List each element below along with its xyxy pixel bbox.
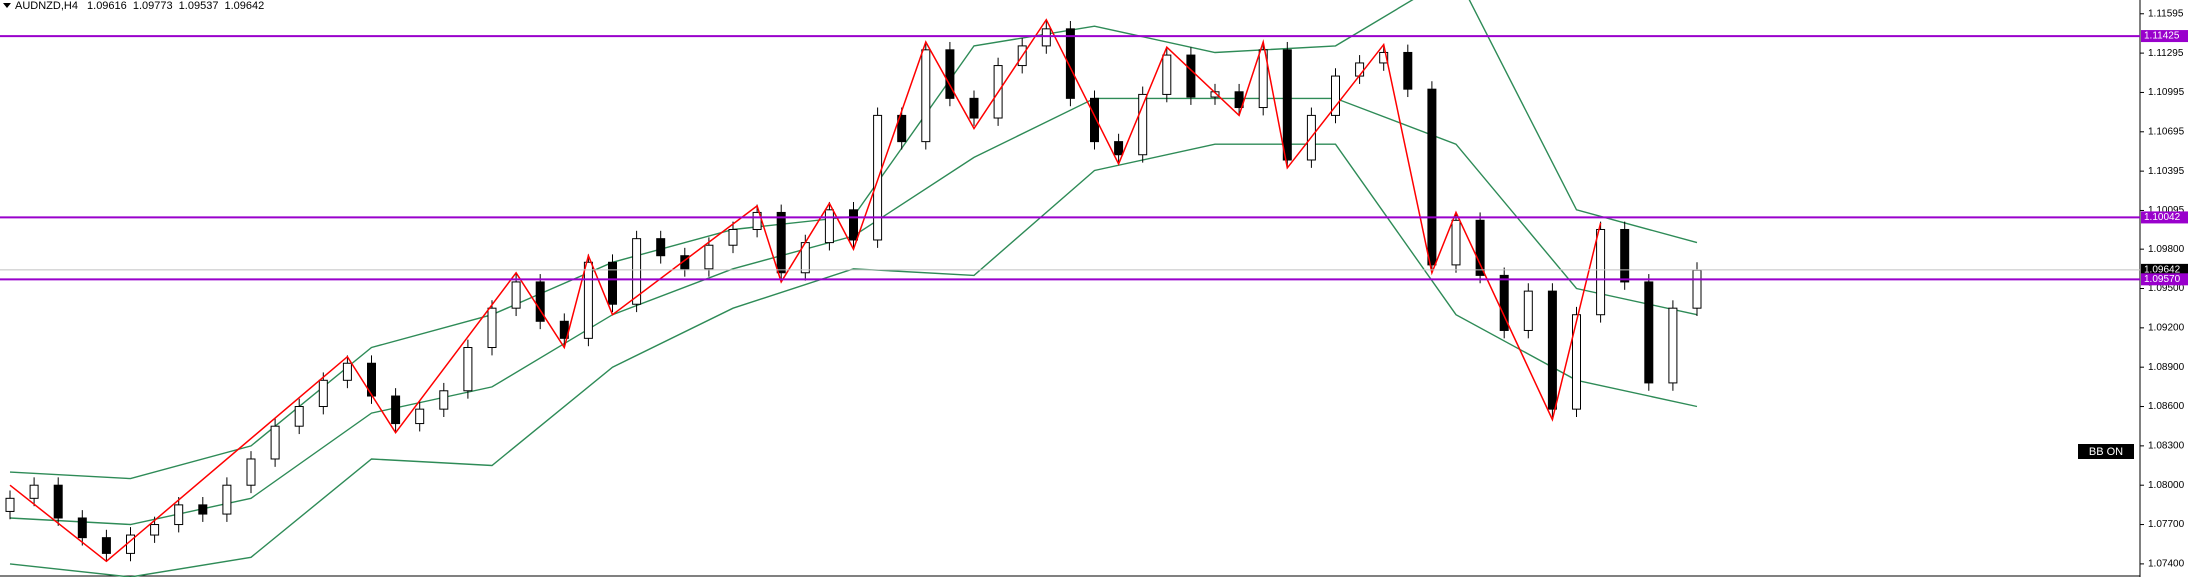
bollinger-lower	[9, 143, 1698, 577]
level-label-box	[2141, 273, 2188, 286]
candle-body	[1282, 49, 1292, 161]
candle-body	[1523, 290, 1533, 331]
y-tick-label: 1.10995	[2148, 87, 2185, 98]
header: AUDNZD,H4 1.09616 1.09773 1.09537 1.0964…	[15, 0, 264, 12]
y-tick-label: 1.08600	[2148, 401, 2185, 412]
candle-body	[873, 114, 883, 241]
y-tick-label: 1.11295	[2148, 48, 2184, 59]
candle-body	[728, 228, 738, 246]
y-tick-label: 1.09800	[2148, 244, 2185, 255]
candle-body	[824, 209, 834, 244]
y-tick-label: 1.10695	[2148, 126, 2185, 137]
candle-body	[29, 484, 39, 499]
candle-body	[704, 244, 714, 270]
indicator-box	[2078, 444, 2134, 459]
candle-body	[776, 211, 786, 274]
candle-body	[391, 395, 401, 425]
candle-body	[342, 362, 352, 381]
candle-body	[1644, 281, 1654, 384]
candle-body	[849, 209, 858, 241]
candle-body	[1186, 54, 1196, 98]
candle-body	[1475, 219, 1485, 276]
candle-body	[439, 390, 449, 410]
level-label: 1.11425	[2144, 31, 2180, 42]
candle-body	[1499, 274, 1509, 331]
price-label: 1.09642	[2144, 265, 2181, 276]
candle-body	[945, 49, 955, 99]
candle-body	[656, 238, 666, 257]
candle-body	[174, 504, 184, 526]
level-label: 1.09570	[2144, 274, 2181, 285]
candle-body	[1403, 51, 1413, 90]
y-tick-label: 1.07400	[2148, 559, 2185, 570]
candle-body	[632, 238, 642, 305]
candle-body	[969, 97, 979, 119]
candle-body	[1162, 54, 1172, 95]
candle-body	[1258, 49, 1268, 109]
candle-body	[608, 261, 617, 305]
header-high: 1.09773	[133, 0, 173, 12]
candle-body	[1427, 88, 1437, 266]
y-tick-label: 1.09500	[2148, 283, 2185, 294]
candle-body	[583, 261, 593, 339]
candle-body	[77, 517, 87, 539]
y-tick-label: 1.09200	[2148, 322, 2185, 333]
candle-body	[1355, 62, 1365, 77]
y-tick-label: 1.08000	[2148, 480, 2185, 491]
candle-body	[1668, 307, 1678, 384]
y-tick-label: 1.10095	[2148, 205, 2185, 216]
candle-body	[1065, 28, 1075, 99]
level-label-box	[2141, 30, 2188, 43]
candle-body	[897, 114, 907, 143]
y-tick-label: 1.10395	[2148, 166, 2185, 177]
candle-body	[222, 484, 232, 515]
header-low: 1.09537	[179, 0, 219, 12]
y-tick-label: 1.11595	[2148, 8, 2184, 19]
candle-body	[1572, 314, 1581, 410]
plot-area	[0, 0, 2140, 577]
candle-body	[150, 524, 160, 536]
zigzag	[9, 18, 1602, 563]
candle-body	[463, 347, 473, 392]
candle-body	[1090, 97, 1099, 143]
candle-body	[101, 537, 111, 554]
candle-body	[1547, 290, 1557, 410]
candle-body	[415, 408, 425, 425]
candle-body	[1692, 269, 1702, 309]
candle-body	[270, 425, 280, 460]
candle-body	[1596, 228, 1606, 316]
symbol: AUDNZD,H4	[15, 0, 78, 12]
candle-body	[487, 307, 497, 349]
y-tick-label: 1.08900	[2148, 362, 2185, 373]
header-close: 1.09642	[225, 0, 265, 12]
candle-body	[511, 281, 521, 309]
candle-body	[1041, 28, 1051, 47]
candle-body	[535, 281, 545, 322]
candle-body	[294, 406, 304, 427]
candle-body	[1451, 219, 1461, 266]
candle-body	[1114, 141, 1124, 156]
candle-body	[198, 504, 208, 515]
collapse-arrow[interactable]	[3, 3, 11, 8]
candle-body	[318, 379, 328, 408]
level-label: 1.10042	[2144, 212, 2181, 223]
candle-body	[1620, 228, 1630, 283]
candle-body	[1138, 93, 1148, 156]
header-open: 1.09616	[87, 0, 127, 12]
candle-body	[921, 49, 931, 143]
y-tick-label: 1.08300	[2148, 441, 2185, 452]
y-tick-label: 1.07700	[2148, 519, 2185, 530]
candle-body	[1379, 51, 1389, 64]
candle-body	[5, 497, 15, 512]
indicator-label: BB ON	[2089, 446, 2123, 458]
candle-body	[680, 255, 690, 270]
candle-body	[1234, 91, 1244, 109]
candle-body	[1331, 75, 1340, 116]
candle-body	[53, 484, 63, 519]
price-label-box	[2141, 263, 2188, 276]
candle-body	[246, 458, 256, 486]
level-label-box	[2141, 211, 2188, 224]
